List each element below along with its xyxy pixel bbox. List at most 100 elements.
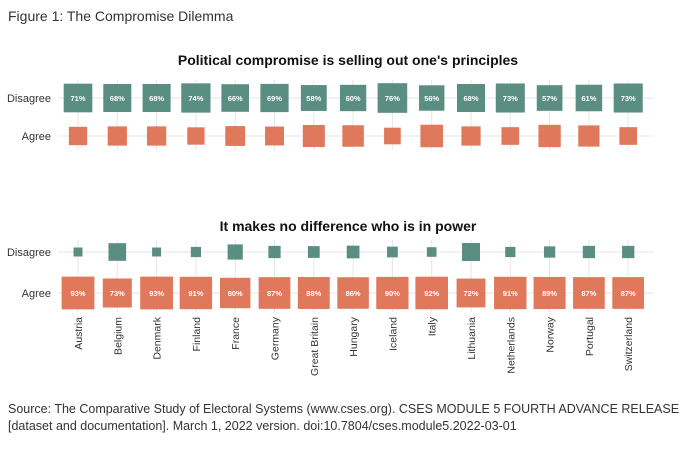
square-disagree-italy-2 — [426, 247, 437, 257]
square-agree-belgium-2 — [102, 278, 132, 308]
square-agree-finland-2 — [179, 276, 213, 310]
value-label-disagree-switzerland-1: 73% — [621, 94, 636, 103]
square-agree-netherlands-2 — [494, 276, 527, 310]
value-label-disagree-denmark-1: 68% — [149, 94, 164, 103]
square-agree-iceland-2 — [376, 276, 409, 310]
x-tick-label-austria: Austria — [73, 317, 85, 350]
chart-title-2: It makes no difference who is in power — [220, 218, 477, 234]
value-label-agree-germany-2: 87% — [267, 289, 282, 298]
value-label-disagree-great-britain-1: 58% — [306, 94, 321, 103]
value-label-agree-hungary-2: 86% — [346, 289, 361, 298]
value-label-agree-finland-2: 91% — [188, 289, 203, 298]
value-label-disagree-norway-1: 57% — [542, 94, 557, 103]
square-disagree-iceland-2 — [387, 246, 398, 258]
value-label-disagree-france-1: 66% — [228, 94, 243, 103]
square-disagree-norway-2 — [543, 246, 556, 258]
square-disagree-denmark-1 — [142, 83, 171, 113]
x-tick-label-switzerland: Switzerland — [623, 317, 635, 371]
square-agree-netherlands-1 — [501, 127, 520, 145]
row-label-agree-1: Agree — [22, 131, 51, 143]
square-disagree-finland-1 — [181, 83, 211, 113]
x-tick-label-netherlands: Netherlands — [505, 317, 517, 374]
value-label-disagree-finland-1: 74% — [188, 94, 203, 103]
value-label-agree-iceland-2: 90% — [385, 289, 400, 298]
square-agree-denmark-1 — [146, 126, 167, 146]
square-disagree-iceland-1 — [377, 83, 408, 113]
square-agree-austria-2 — [61, 276, 95, 310]
square-agree-switzerland-1 — [619, 127, 638, 145]
value-label-disagree-hungary-1: 60% — [346, 94, 361, 103]
chart-title-1: Political compromise is selling out one'… — [178, 52, 518, 68]
value-label-agree-france-2: 80% — [228, 289, 243, 298]
square-agree-portugal-1 — [578, 125, 600, 147]
x-tick-label-belgium: Belgium — [112, 317, 124, 355]
square-disagree-portugal-1 — [575, 84, 603, 112]
value-label-agree-switzerland-2: 87% — [621, 289, 636, 298]
square-disagree-austria-1 — [63, 83, 93, 113]
x-tick-label-italy: Italy — [427, 316, 439, 336]
square-disagree-lithuania-1 — [456, 83, 486, 113]
row-label-agree-2: Agree — [22, 288, 51, 300]
x-tick-label-iceland: Iceland — [387, 317, 399, 351]
x-tick-label-france: France — [230, 317, 242, 350]
square-disagree-great-britain-2 — [307, 246, 320, 258]
square-agree-great-britain-2 — [297, 277, 330, 309]
square-agree-germany-1 — [265, 126, 284, 146]
square-disagree-france-1 — [221, 84, 250, 112]
value-label-agree-lithuania-2: 72% — [463, 289, 478, 298]
value-label-disagree-lithuania-1: 68% — [463, 94, 478, 103]
value-label-agree-great-britain-2: 88% — [306, 289, 321, 298]
x-tick-label-germany: Germany — [270, 316, 282, 360]
x-tick-label-lithuania: Lithuania — [466, 317, 478, 360]
square-disagree-netherlands-2 — [505, 246, 516, 258]
x-tick-label-portugal: Portugal — [584, 317, 596, 356]
square-disagree-germany-2 — [268, 245, 281, 259]
row-label-disagree-1: Disagree — [7, 93, 51, 105]
square-disagree-denmark-2 — [152, 247, 162, 257]
square-disagree-norway-1 — [536, 85, 563, 111]
square-agree-belgium-1 — [107, 126, 127, 146]
value-label-agree-portugal-2: 87% — [581, 289, 596, 298]
row-label-disagree-2: Disagree — [7, 247, 51, 259]
square-disagree-germany-1 — [260, 83, 289, 113]
value-label-agree-denmark-2: 93% — [149, 289, 164, 298]
value-label-disagree-austria-1: 71% — [70, 94, 85, 103]
x-tick-label-norway: Norway — [545, 316, 557, 352]
value-label-disagree-italy-1: 56% — [424, 94, 439, 103]
square-disagree-belgium-1 — [103, 83, 132, 113]
square-agree-lithuania-2 — [456, 278, 486, 308]
square-disagree-hungary-2 — [346, 245, 360, 259]
square-agree-france-1 — [225, 126, 246, 146]
value-label-disagree-belgium-1: 68% — [110, 94, 125, 103]
value-label-agree-netherlands-2: 91% — [503, 289, 518, 298]
square-disagree-hungary-1 — [339, 84, 367, 112]
square-agree-great-britain-1 — [302, 124, 325, 148]
value-label-disagree-netherlands-1: 73% — [503, 94, 518, 103]
value-label-disagree-iceland-1: 76% — [385, 94, 400, 103]
square-disagree-austria-2 — [73, 247, 83, 257]
source-note: Source: The Comparative Study of Elector… — [8, 402, 680, 433]
x-tick-label-denmark: Denmark — [152, 316, 164, 359]
square-disagree-italy-1 — [418, 85, 445, 111]
value-label-agree-belgium-2: 73% — [110, 289, 125, 298]
chart-area: Political compromise is selling out one'… — [7, 52, 654, 376]
square-agree-france-2 — [219, 277, 251, 309]
square-agree-italy-2 — [415, 276, 449, 310]
square-agree-austria-1 — [68, 126, 88, 146]
square-disagree-netherlands-1 — [495, 83, 525, 113]
square-disagree-switzerland-2 — [622, 245, 635, 259]
square-agree-iceland-1 — [384, 127, 401, 145]
square-agree-finland-1 — [187, 127, 205, 145]
square-disagree-switzerland-1 — [613, 83, 643, 113]
x-tick-label-great-britain: Great Britain — [309, 317, 321, 376]
square-disagree-great-britain-1 — [300, 85, 327, 111]
value-label-disagree-germany-1: 69% — [267, 94, 282, 103]
square-agree-hungary-2 — [337, 277, 369, 309]
figure-label: Figure 1: The Compromise Dilemma — [8, 8, 234, 24]
x-tick-label-finland: Finland — [191, 317, 203, 352]
square-agree-norway-2 — [533, 276, 566, 310]
square-agree-denmark-2 — [140, 276, 173, 310]
square-agree-portugal-2 — [573, 277, 605, 309]
square-disagree-portugal-2 — [582, 245, 596, 259]
square-agree-norway-1 — [538, 124, 561, 148]
